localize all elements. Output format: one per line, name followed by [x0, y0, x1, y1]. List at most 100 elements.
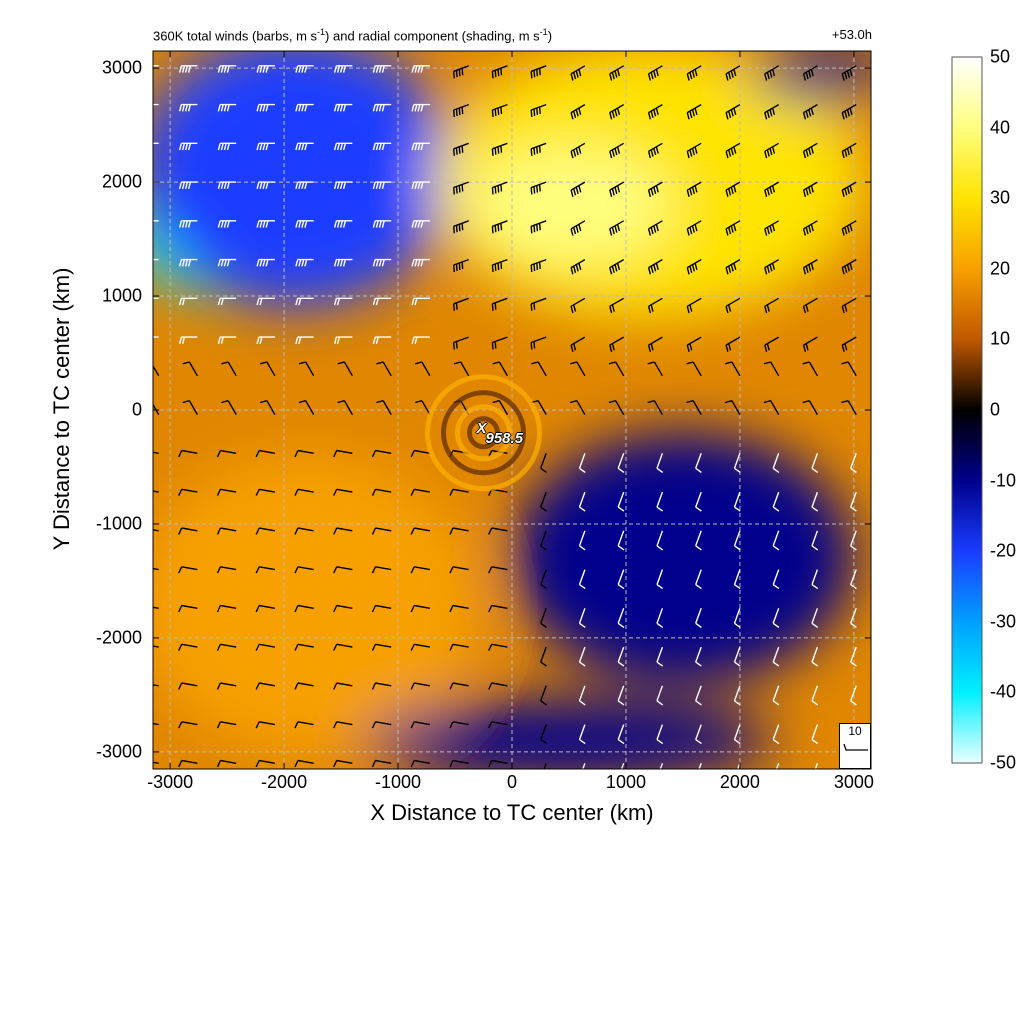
- wind-barb: [410, 643, 431, 651]
- wind-barb: [298, 361, 315, 377]
- wind-barb: [725, 297, 741, 314]
- wind-barb: [449, 759, 469, 768]
- wind-barb: [178, 449, 198, 458]
- wind-barb: [449, 604, 469, 613]
- wind-barb: [647, 220, 663, 236]
- wind-barb: [617, 491, 625, 512]
- wind-barb: [153, 297, 159, 299]
- y-tick-label: 0: [131, 399, 142, 420]
- wind-barb: [841, 103, 857, 120]
- wind-barb: [764, 103, 780, 120]
- wind-barb: [725, 400, 741, 415]
- wind-barb: [578, 569, 586, 590]
- wind-barb: [294, 759, 314, 768]
- wind-barb: [764, 65, 780, 81]
- wind-barb: [178, 566, 198, 574]
- wind-barb: [488, 566, 508, 574]
- wind-barb: [841, 336, 857, 352]
- wind-barb: [333, 721, 353, 729]
- wind-barb: [217, 65, 237, 73]
- wind-barb: [216, 759, 237, 768]
- wind-barb: [617, 685, 625, 706]
- wind-barb: [255, 527, 276, 535]
- wind-barb: [530, 297, 547, 311]
- wind-barb: [488, 604, 508, 613]
- wind-barb: [453, 220, 469, 234]
- wind-barb: [695, 569, 702, 590]
- wind-barb: [811, 724, 819, 745]
- wind-barb: [295, 65, 314, 73]
- wind-barb: [298, 400, 315, 415]
- wind-barb: [608, 361, 625, 377]
- wind-barb: [217, 258, 237, 267]
- wind-barb: [570, 400, 586, 415]
- wind-barb: [153, 645, 159, 648]
- wind-barb: [578, 646, 586, 667]
- wind-barb: [295, 297, 314, 306]
- colorbar-tick-label: 10: [990, 328, 1011, 349]
- wind-barb: [216, 682, 237, 690]
- wind-barb: [153, 761, 159, 764]
- wind-barb: [153, 722, 159, 726]
- wind-barbs: [153, 65, 857, 769]
- wind-barb: [763, 400, 780, 415]
- wind-barb: [260, 361, 276, 377]
- colorbar-tick-label: -20: [990, 540, 1017, 561]
- wind-barb: [609, 336, 625, 352]
- wind-barb: [372, 65, 392, 73]
- chart-title: 360K total winds (barbs, m s-1) and radi…: [153, 27, 553, 44]
- wind-barb: [647, 103, 663, 120]
- wind-barb: [411, 103, 430, 112]
- wind-barb: [216, 449, 237, 458]
- wind-barb: [647, 142, 663, 159]
- wind-barb: [255, 759, 276, 768]
- wind-barb: [570, 103, 586, 120]
- wind-barb: [256, 297, 275, 306]
- wind-barb: [371, 643, 392, 651]
- wind-barb: [216, 566, 237, 574]
- colorbar-tick-label: 30: [990, 187, 1011, 208]
- wind-barb: [841, 142, 857, 159]
- wind-barb: [295, 103, 314, 112]
- wind-barb: [578, 491, 586, 512]
- tc-vortex: [425, 374, 543, 492]
- wind-barb: [725, 361, 741, 377]
- wind-barb: [337, 400, 354, 415]
- wind-barb: [540, 569, 547, 590]
- wind-barb: [178, 142, 198, 151]
- wind-barb: [617, 530, 625, 551]
- wind-barb: [772, 453, 780, 473]
- wind-barb: [255, 643, 276, 651]
- axis-tick-marks: [153, 51, 871, 769]
- wind-barb: [491, 142, 508, 156]
- wind-barb: [449, 527, 469, 535]
- wind-barb: [686, 297, 702, 314]
- forecast-time-label: +53.0h: [831, 27, 872, 42]
- wind-barb: [578, 530, 586, 551]
- wind-barb: [372, 220, 392, 228]
- wind-barb: [371, 604, 392, 613]
- wind-barb: [802, 220, 818, 236]
- wind-barb: [216, 604, 237, 613]
- wind-barb: [659, 763, 664, 769]
- wind-barb: [733, 569, 741, 590]
- wind-barb: [772, 530, 780, 551]
- wind-barb: [772, 569, 780, 590]
- wind-barb: [647, 65, 663, 81]
- wind-barb: [333, 449, 353, 458]
- wind-barb: [294, 721, 314, 729]
- wind-barb: [217, 142, 237, 151]
- wind-barb: [256, 65, 275, 73]
- wind-barb: [491, 103, 508, 118]
- wind-barb: [725, 336, 741, 352]
- wind-barb: [449, 682, 469, 690]
- wind-barb: [530, 142, 547, 156]
- wind-barb: [333, 181, 353, 189]
- wind-barb: [256, 220, 275, 228]
- wind-barb: [530, 258, 547, 273]
- wind-barb: [733, 646, 741, 667]
- wind-barb: [415, 400, 431, 415]
- wind-barb: [686, 103, 702, 120]
- wind-barb: [488, 721, 508, 729]
- wind-barb: [811, 646, 819, 667]
